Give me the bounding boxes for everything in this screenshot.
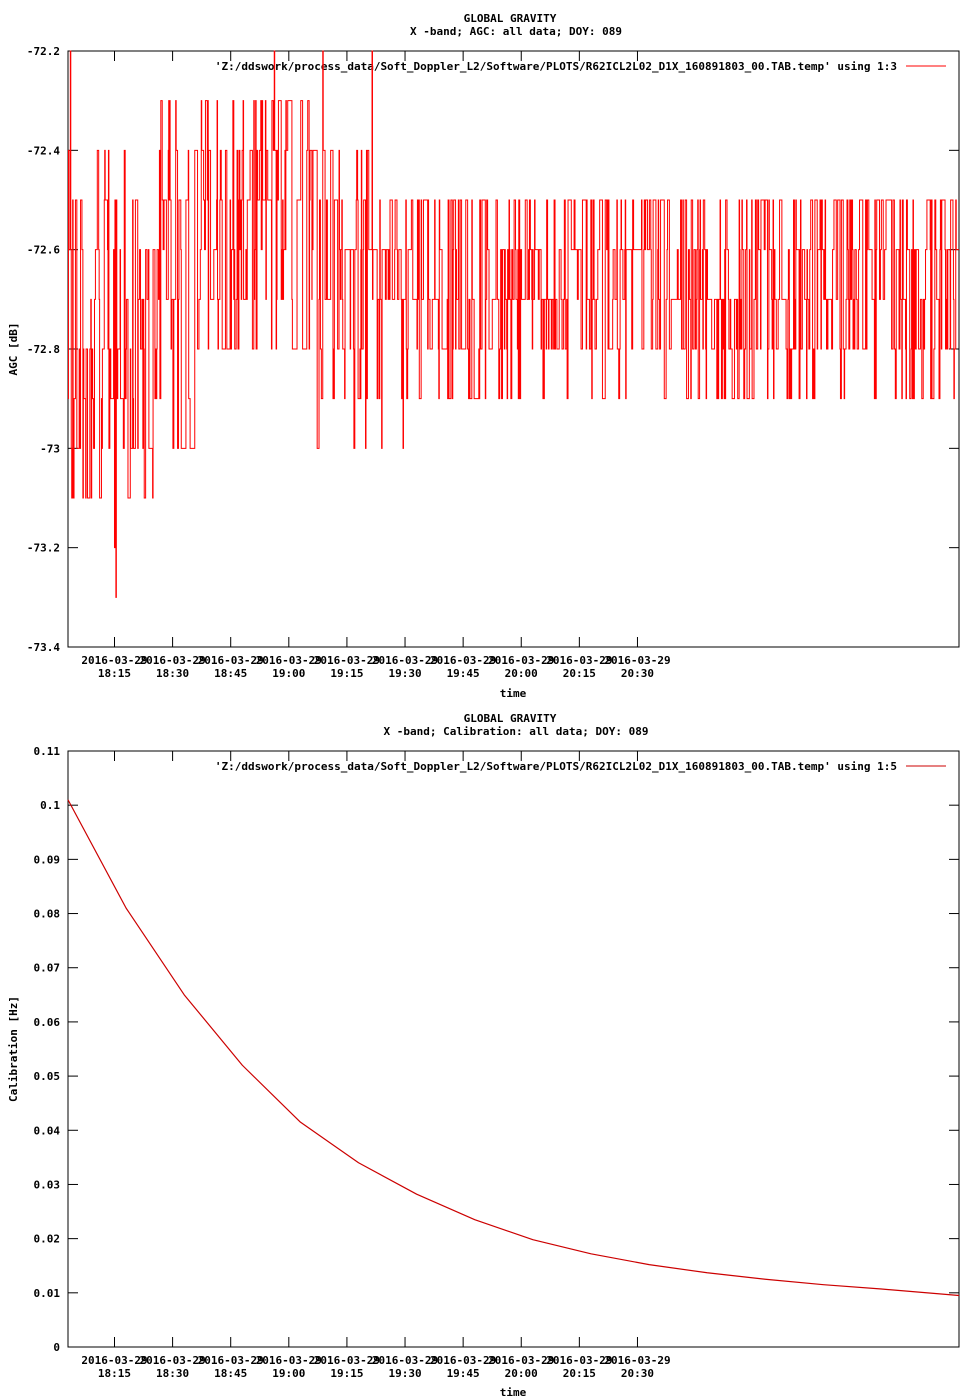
agc-x-tick-date: 2016-03-29 — [314, 654, 380, 667]
agc-x-tick-time: 19:45 — [447, 667, 480, 680]
cal-y-tick-label: 0.03 — [34, 1178, 61, 1191]
cal-x-tick-date: 2016-03-29 — [488, 1354, 554, 1367]
agc-x-tick-date: 2016-03-29 — [139, 654, 205, 667]
agc-y-tick-label: -72.4 — [27, 144, 60, 157]
calibration-chart-title: GLOBAL GRAVITY — [464, 712, 557, 725]
cal-x-tick-time: 18:45 — [214, 1367, 247, 1380]
agc-x-tick-time: 18:30 — [156, 667, 189, 680]
agc-x-tick-date: 2016-03-29 — [198, 654, 264, 667]
cal-x-tick-date: 2016-03-29 — [256, 1354, 322, 1367]
cal-x-tick-time: 20:15 — [563, 1367, 596, 1380]
agc-series — [67, 50, 959, 598]
cal-x-tick-time: 18:30 — [156, 1367, 189, 1380]
agc-x-tick-time: 19:30 — [388, 667, 421, 680]
cal-y-tick-label: 0.01 — [34, 1287, 61, 1300]
agc-x-tick-date: 2016-03-29 — [430, 654, 496, 667]
agc-chart: GLOBAL GRAVITY X -band; AGC: all data; D… — [7, 12, 960, 700]
cal-x-tick-time: 20:00 — [505, 1367, 538, 1380]
calibration-series-line — [67, 799, 960, 1297]
cal-y-tick-label: 0.09 — [34, 853, 61, 866]
calibration-y-axis-label: Calibration [Hz] — [7, 996, 20, 1102]
agc-y-tick-label: -73 — [40, 442, 60, 455]
agc-x-tick-date: 2016-03-29 — [546, 654, 612, 667]
agc-chart-title: GLOBAL GRAVITY — [464, 12, 557, 25]
cal-x-tick-time: 20:30 — [621, 1367, 654, 1380]
agc-y-axis-label: AGC [dB] — [7, 323, 20, 376]
agc-x-tick-date: 2016-03-29 — [488, 654, 554, 667]
calibration-y-axis: 0.11 0.1 0.09 0.08 0.07 0.06 0.05 0.04 0.03 0.02 0… — [34, 745, 959, 1354]
cal-x-tick-time: 18:15 — [98, 1367, 131, 1380]
agc-x-tick-time: 20:00 — [505, 667, 538, 680]
cal-y-tick-label: 0.1 — [40, 799, 60, 812]
cal-y-tick-label: 0.08 — [34, 908, 61, 921]
calibration-plot-frame — [67, 750, 960, 1348]
cal-x-tick-date: 2016-03-29 — [314, 1354, 380, 1367]
cal-x-tick-date: 2016-03-29 — [81, 1354, 147, 1367]
calibration-legend-label: 'Z:/ddswork/process_data/Soft_Doppler_L2… — [215, 760, 897, 773]
cal-x-tick-time: 19:00 — [272, 1367, 305, 1380]
agc-y-tick-label: -73.4 — [27, 641, 60, 654]
agc-y-tick-label: -72.8 — [27, 343, 60, 356]
agc-x-tick-time: 20:30 — [621, 667, 654, 680]
cal-y-tick-label: 0.11 — [34, 745, 61, 758]
cal-y-tick-label: 0.07 — [34, 962, 61, 975]
agc-x-axis: 2016-03-2918:152016-03-2918:302016-03-29… — [81, 51, 671, 680]
agc-series-line — [67, 50, 959, 598]
agc-x-tick-time: 19:00 — [272, 667, 305, 680]
agc-y-tick-label: -73.2 — [27, 542, 60, 555]
agc-x-tick-time: 18:45 — [214, 667, 247, 680]
cal-x-tick-date: 2016-03-29 — [139, 1354, 205, 1367]
agc-x-tick-date: 2016-03-29 — [256, 654, 322, 667]
calibration-chart: GLOBAL GRAVITY X -band; Calibration: all… — [7, 712, 960, 1399]
cal-y-tick-label: 0.02 — [34, 1233, 61, 1246]
cal-x-tick-date: 2016-03-29 — [604, 1354, 670, 1367]
agc-x-tick-date: 2016-03-29 — [81, 654, 147, 667]
calibration-x-axis-label: time — [500, 1386, 527, 1399]
agc-y-tick-label: -72.2 — [27, 45, 60, 58]
cal-x-tick-date: 2016-03-29 — [430, 1354, 496, 1367]
cal-y-tick-label: 0.04 — [34, 1124, 61, 1137]
agc-x-tick-time: 20:15 — [563, 667, 596, 680]
cal-x-tick-date: 2016-03-29 — [546, 1354, 612, 1367]
cal-y-tick-label: 0.06 — [34, 1016, 61, 1029]
calibration-x-axis: 2016-03-2918:152016-03-2918:302016-03-29… — [81, 751, 671, 1380]
cal-x-tick-time: 19:15 — [330, 1367, 363, 1380]
agc-chart-subtitle: X -band; AGC: all data; DOY: 089 — [410, 25, 622, 38]
agc-x-axis-label: time — [500, 687, 527, 700]
agc-x-tick-date: 2016-03-29 — [604, 654, 670, 667]
agc-y-tick-label: -72.6 — [27, 244, 60, 257]
agc-x-tick-time: 19:15 — [330, 667, 363, 680]
cal-y-tick-label: 0 — [53, 1341, 60, 1354]
calibration-chart-subtitle: X -band; Calibration: all data; DOY: 089 — [384, 725, 649, 738]
agc-legend-label: 'Z:/ddswork/process_data/Soft_Doppler_L2… — [215, 60, 897, 73]
cal-y-tick-label: 0.05 — [34, 1070, 61, 1083]
cal-x-tick-time: 19:30 — [388, 1367, 421, 1380]
cal-x-tick-date: 2016-03-29 — [198, 1354, 264, 1367]
cal-x-tick-date: 2016-03-29 — [372, 1354, 438, 1367]
agc-y-axis: -72.2 -72.4 -72.6 -72.8 -73 -73.2 -73.4 — [27, 45, 959, 654]
agc-x-tick-time: 18:15 — [98, 667, 131, 680]
cal-x-tick-time: 19:45 — [447, 1367, 480, 1380]
agc-x-tick-date: 2016-03-29 — [372, 654, 438, 667]
calibration-series — [67, 799, 960, 1297]
